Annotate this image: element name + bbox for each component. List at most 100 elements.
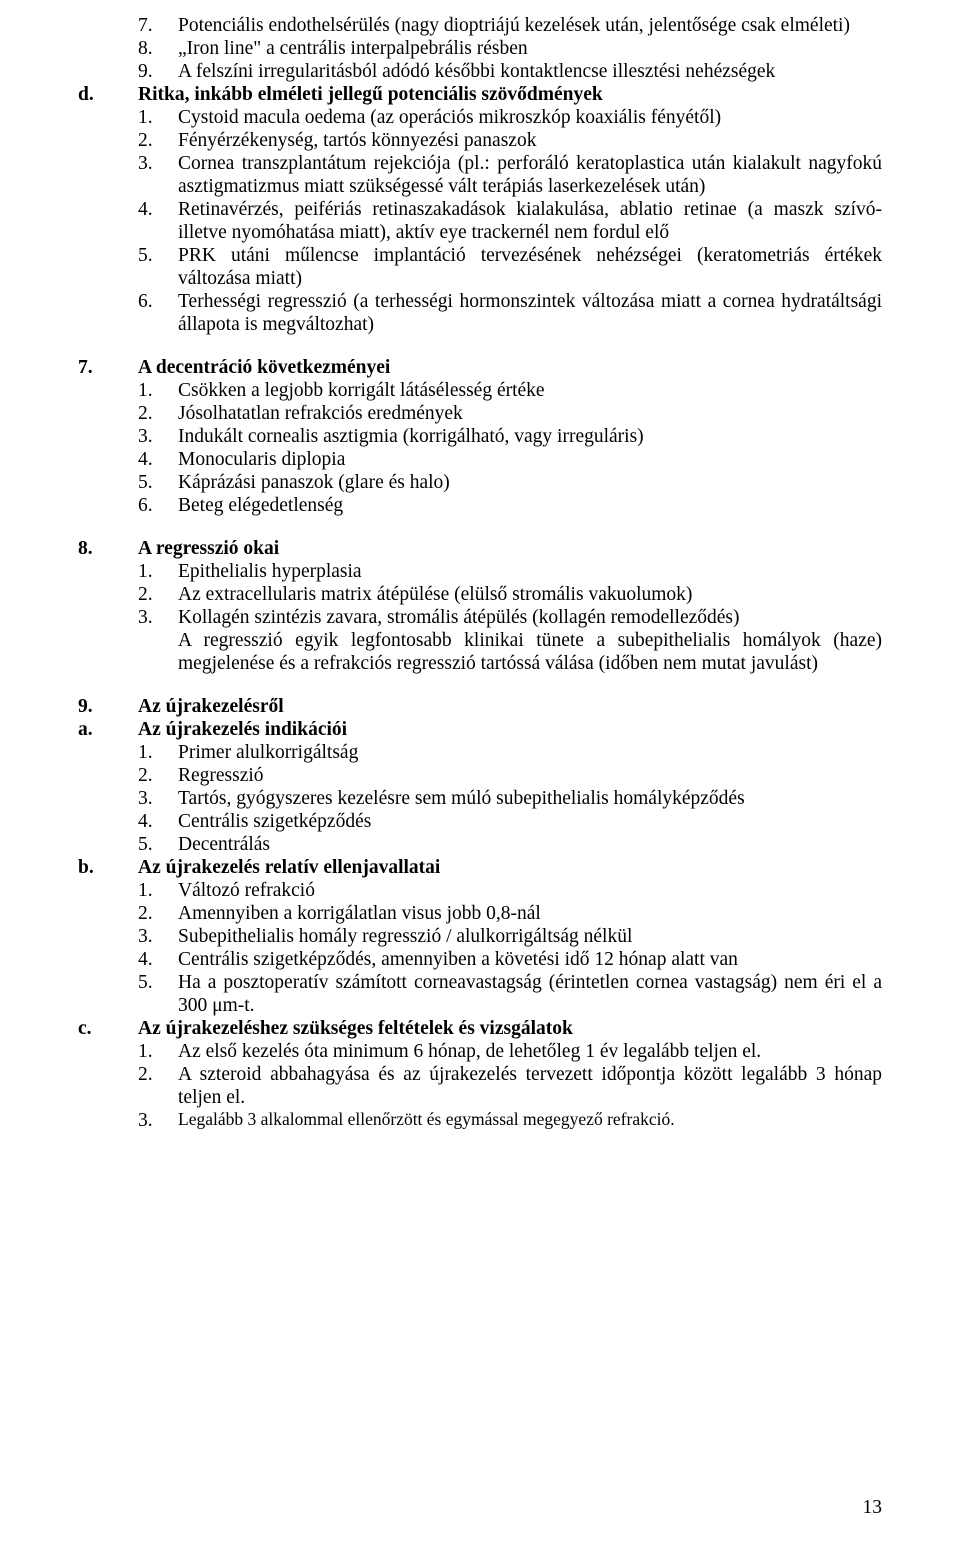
section-9b-marker: b. [78,856,138,879]
list-item: 2.Az extracellularis matrix átépülése (e… [78,583,882,606]
list-item-text: Centrális szigetképződés [178,810,882,833]
list-item: 1.Változó refrakció [78,879,882,902]
list-item-text: Cornea transzplantátum rejekciója (pl.: … [178,152,882,198]
list-item: 3.Cornea transzplantátum rejekciója (pl.… [78,152,882,198]
list-item-marker [78,198,138,244]
list-item-number: 2. [138,583,178,606]
list-item-number: 6. [138,290,178,336]
list-item-text: Káprázási panaszok (glare és halo) [178,471,882,494]
list-item-number: 5. [138,471,178,494]
list-item-number: 3. [138,1109,178,1132]
list-item: 4.Centrális szigetképződés [78,810,882,833]
list-item-text: Változó refrakció [178,879,882,902]
list-item-number: 1. [138,106,178,129]
list-item-text: Regresszió [178,764,882,787]
list-item-text: Beteg elégedetlenség [178,494,882,517]
list-item-text: Amennyiben a korrigálatlan visus jobb 0,… [178,902,882,925]
section-7-header: 7. A decentráció következményei [78,356,882,379]
list-item-text: Fényérzékenység, tartós könnyezési panas… [178,129,882,152]
list-item: 8.„Iron line" a centrális interpalpebrál… [78,37,882,60]
list-item-marker [78,402,138,425]
list-item: 5.Decentrálás [78,833,882,856]
list-item-number: 8. [138,37,178,60]
list-item-text: „Iron line" a centrális interpalpebrális… [178,37,882,60]
list-item-number: 3. [138,925,178,948]
list-item: 6.Terhességi regresszió (a terhességi ho… [78,290,882,336]
list-item-marker [78,60,138,83]
document-page: 7.Potenciális endothelsérülés (nagy diop… [0,0,960,1543]
list-item: d.Ritka, inkább elméleti jellegű potenci… [78,83,882,106]
list-item-text: Jósolhatatlan refrakciós eredmények [178,402,882,425]
list-item-marker [78,741,138,764]
list-item-text: Indukált cornealis asztigmia (korrigálha… [178,425,882,448]
list-item-text: Kollagén szintézis zavara, stromális áté… [178,606,882,629]
list-item-number: 9. [138,60,178,83]
list-item-marker [78,583,138,606]
list-item: 1.Cystoid macula oedema (az operációs mi… [78,106,882,129]
block-a: 7.Potenciális endothelsérülés (nagy diop… [78,14,882,336]
list-item-text: Ha a posztoperatív számított corneavasta… [178,971,882,1017]
list-item-marker [78,37,138,60]
list-item: 3.Indukált cornealis asztigmia (korrigál… [78,425,882,448]
section-7-marker: 7. [78,356,138,379]
list-item: 2.Fényérzékenység, tartós könnyezési pan… [78,129,882,152]
section-9a-marker: a. [78,718,138,741]
section-9c-marker: c. [78,1017,138,1040]
list-item-number: 1. [138,560,178,583]
list-item-text: A szteroid abbahagyása és az újrakezelés… [178,1063,882,1109]
list-item: 5.Káprázási panaszok (glare és halo) [78,471,882,494]
list-item-number: 2. [138,902,178,925]
list-item-number: 3. [138,425,178,448]
list-item-text: Monocularis diplopia [178,448,882,471]
list-item-text: PRK utáni műlencse implantáció tervezésé… [178,244,882,290]
list-item-marker [78,764,138,787]
list-item-marker [78,902,138,925]
list-item-marker [78,1063,138,1109]
list-item: 2.Regresszió [78,764,882,787]
list-item-marker [78,14,138,37]
list-item-marker [78,129,138,152]
list-item: 3.Kollagén szintézis zavara, stromális á… [78,606,882,629]
section-9-header: 9. Az újrakezelésről [78,695,882,718]
list-item-text: Epithelialis hyperplasia [178,560,882,583]
section-8-title: A regresszió okai [138,537,882,560]
list-item-number: 3. [138,787,178,810]
list-item-text: Decentrálás [178,833,882,856]
list-item-text: Retinavérzés, peifériás retinaszakadások… [178,198,882,244]
page-number: 13 [863,1496,883,1519]
list-item: 3.Tartós, gyógyszeres kezelésre sem múló… [78,787,882,810]
list-item: 1.Az első kezelés óta minimum 6 hónap, d… [78,1040,882,1063]
list-item-marker [78,879,138,902]
list-item-text: Legalább 3 alkalommal ellenőrzött és egy… [178,1109,882,1132]
list-item: 6.Beteg elégedetlenség [78,494,882,517]
list-item-number: 5. [138,244,178,290]
list-item-marker [78,971,138,1017]
list-item: 1.Csökken a legjobb korrigált látáséless… [78,379,882,402]
list-item: 5.Ha a posztoperatív számított corneavas… [78,971,882,1017]
list-item-marker [78,152,138,198]
list-item-marker [78,810,138,833]
list-item-number: 1. [138,379,178,402]
section-8-tail: A regresszió egyik legfontosabb klinikai… [178,629,882,675]
list-item-number: 4. [138,448,178,471]
list-item-marker: d. [78,83,138,106]
list-item-text: Tartós, gyógyszeres kezelésre sem múló s… [178,787,882,810]
list-item: 3.Legalább 3 alkalommal ellenőrzött és e… [78,1109,882,1132]
list-item-text: Az első kezelés óta minimum 6 hónap, de … [178,1040,882,1063]
list-item-number: 3. [138,606,178,629]
list-item-marker [78,471,138,494]
list-item-number: 6. [138,494,178,517]
section-9c-title: Az újrakezeléshez szükséges feltételek é… [138,1017,882,1040]
list-item: 4.Centrális szigetképződés, amennyiben a… [78,948,882,971]
list-item-marker [78,494,138,517]
list-item: 2.Jósolhatatlan refrakciós eredmények [78,402,882,425]
section-8-items: 1.Epithelialis hyperplasia2.Az extracell… [78,560,882,629]
list-item-marker [78,290,138,336]
list-item-marker [78,448,138,471]
list-item: 2.Amennyiben a korrigálatlan visus jobb … [78,902,882,925]
list-item-marker [78,106,138,129]
list-item-text: Subepithelialis homály regresszió / alul… [178,925,882,948]
list-item: 5.PRK utáni műlencse implantáció tervezé… [78,244,882,290]
section-7-title: A decentráció következményei [138,356,882,379]
list-item-text: Ritka, inkább elméleti jellegű potenciál… [138,83,882,106]
